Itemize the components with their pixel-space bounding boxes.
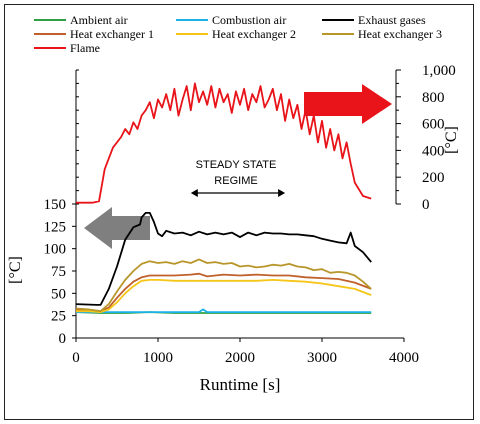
series-line-flame — [76, 82, 372, 204]
left-tick-label: 0 — [59, 331, 67, 347]
left-tick-label: 75 — [51, 264, 66, 280]
legend: Ambient air Combustion air Exhaust gasesHe… — [34, 13, 442, 55]
left-axis-arrow-icon — [84, 207, 150, 249]
left-tick-label: 150 — [44, 197, 67, 213]
arrow-head-left-icon — [190, 189, 198, 197]
left-axis: [°C] 0 25 50 75 100 125 150 — [7, 197, 77, 347]
right-tick-label: 800 — [422, 90, 445, 106]
legend-label-exhaust-gases: Exhaust gases — [358, 13, 426, 27]
series-line-combustion-air — [76, 308, 372, 314]
right-tick-label: 1,000 — [422, 63, 456, 79]
chart-frame — [4, 4, 474, 420]
steady-state-annotation: STEADY STATE REGIME — [190, 159, 286, 197]
left-tick-label: 50 — [51, 286, 66, 302]
x-axis-label: Runtime [s] — [200, 375, 281, 394]
x-axis: Runtime [s] 0 1000 2000 3000 4000 — [72, 337, 419, 394]
legend-label-heat-exchanger-3: Heat exchanger 3 — [358, 27, 442, 41]
right-axis-arrow-icon — [304, 84, 392, 124]
left-axis-unit: [°C] — [7, 256, 24, 284]
x-tick-label: 0 — [72, 350, 80, 366]
right-tick-label: 400 — [422, 143, 445, 159]
left-tick-label: 125 — [44, 219, 67, 235]
legend-label-flame: Flame — [70, 41, 100, 55]
axis-arrows — [84, 84, 392, 249]
legend-label-combustion-air: Combustion air — [212, 13, 286, 27]
right-axis: [°C] 0 200 400 600 800 1,000 — [75, 63, 460, 213]
right-tick-label: 200 — [422, 170, 445, 186]
series-line-heat-exchanger-2 — [76, 278, 372, 314]
arrow-head-right-icon — [278, 189, 286, 197]
legend-label-heat-exchanger-1: Heat exchanger 1 — [70, 27, 154, 41]
x-tick-label: 1000 — [143, 350, 173, 366]
annotation-line-2: REGIME — [214, 175, 257, 187]
x-tick-label: 2000 — [225, 350, 255, 366]
series-line-heat-exchanger-1 — [75, 272, 372, 313]
annotation-line-1: STEADY STATE — [196, 159, 277, 171]
x-tick-label: 4000 — [389, 350, 419, 366]
left-tick-label: 100 — [44, 242, 67, 258]
right-tick-label: 0 — [422, 197, 430, 213]
legend-label-heat-exchanger-2: Heat exchanger 2 — [212, 27, 296, 41]
series-lines — [75, 82, 372, 314]
x-tick-label: 3000 — [307, 350, 337, 366]
right-axis-unit: [°C] — [443, 126, 460, 154]
series-line-heat-exchanger-3 — [75, 258, 372, 313]
series-line-exhaust-gases — [75, 211, 372, 306]
legend-label-ambient-air: Ambient air — [70, 13, 128, 27]
right-tick-label: 600 — [422, 117, 445, 133]
left-tick-label: 25 — [51, 309, 66, 325]
